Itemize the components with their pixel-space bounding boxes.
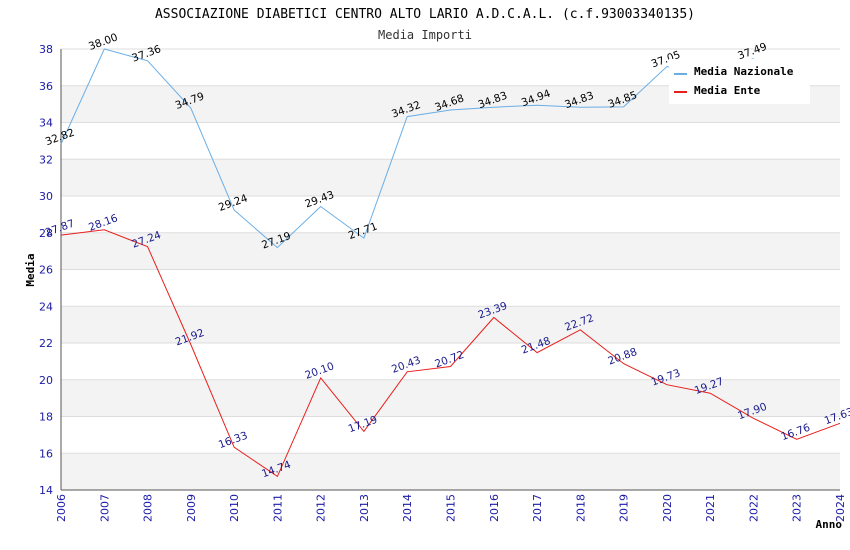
chart-axes (60, 49, 840, 491)
y-tick-label: 16 (39, 447, 53, 460)
x-tick-label: 2022 (747, 494, 760, 522)
series-line (60, 229, 841, 478)
x-tick-label: 2024 (834, 494, 847, 522)
band (61, 379, 840, 417)
y-tick-label: 26 (39, 264, 53, 277)
band (61, 232, 840, 270)
legend-box (669, 59, 810, 104)
x-tick-label: 2017 (531, 494, 544, 522)
x-tick-label: 2014 (401, 494, 414, 522)
x-tick-label: 2011 (271, 494, 284, 522)
chart-subtitle: Media Importi (378, 28, 472, 42)
series-line (60, 48, 754, 249)
x-tick-label: 2008 (142, 494, 155, 522)
band (61, 122, 840, 160)
y-tick-label: 14 (39, 484, 53, 497)
chart-bands (61, 49, 840, 490)
y-tick-label: 38 (39, 43, 53, 56)
y-tick-label: 20 (39, 374, 53, 387)
x-tick-label: 2015 (445, 494, 458, 522)
x-tick-labels: 2006 2007 2008 2009 2010 2011 2012 2013 2014 2015… (55, 494, 847, 522)
x-tick-label: 2018 (574, 494, 587, 522)
y-tick-label: 36 (39, 80, 53, 93)
x-tick-label: 2013 (358, 494, 371, 522)
y-axis-title: Media (24, 253, 37, 286)
band (61, 196, 840, 233)
x-tick-label: 2007 (98, 494, 111, 522)
x-tick-label: 2010 (228, 494, 241, 522)
x-tick-label: 2021 (704, 494, 717, 522)
y-tick-label: 34 (39, 117, 53, 130)
x-tick-label: 2009 (185, 494, 198, 522)
x-tick-label: 2023 (791, 494, 804, 522)
y-tick-label: 18 (39, 411, 53, 424)
chart-title: ASSOCIAZIONE DIABETICI CENTRO ALTO LARIO… (155, 7, 695, 22)
band (61, 343, 840, 380)
band (61, 269, 840, 307)
band (61, 416, 840, 454)
legend: Media Nazionale Media Ente (669, 59, 810, 104)
series-lines (60, 48, 841, 478)
x-tick-label: 2012 (315, 494, 328, 522)
x-tick-label: 2020 (661, 494, 674, 522)
band (61, 306, 840, 343)
band (61, 453, 840, 490)
legend-label-media-ente: Media Ente (694, 84, 761, 97)
y-tick-label: 22 (39, 337, 53, 350)
y-tick-labels: 14 16 18 20 22 24 26 28 30 32 34 36 38 (39, 43, 53, 497)
band (61, 159, 840, 196)
legend-label-media-nazionale: Media Nazionale (694, 65, 794, 78)
y-tick-label: 32 (39, 153, 53, 166)
y-tick-label: 30 (39, 190, 53, 203)
y-tick-label: 28 (39, 227, 53, 240)
y-tick-label: 24 (39, 300, 53, 313)
x-axis-title: Anno (816, 518, 843, 531)
x-tick-label: 2016 (488, 494, 501, 522)
x-tick-label: 2019 (618, 494, 631, 522)
x-tick-label: 2006 (55, 494, 68, 522)
